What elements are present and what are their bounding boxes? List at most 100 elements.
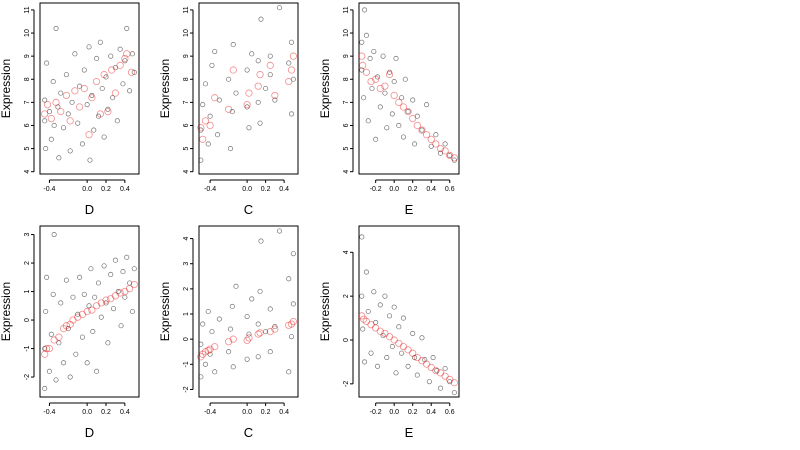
data-point <box>380 333 386 339</box>
fitted-point <box>271 91 279 100</box>
data-point <box>373 136 379 142</box>
data-point <box>359 293 365 299</box>
data-point <box>396 324 402 330</box>
x-tick-label: 0.0 <box>242 409 252 416</box>
data-point <box>108 53 114 59</box>
fitted-point <box>50 336 58 344</box>
plot-frame <box>198 2 299 175</box>
data-point <box>89 92 95 98</box>
data-point <box>114 118 120 124</box>
data-point <box>442 141 448 147</box>
fitted-point <box>287 320 296 328</box>
fitted-point <box>204 346 212 355</box>
data-point <box>227 146 234 152</box>
plot-frame <box>358 2 460 175</box>
fitted-point <box>404 346 412 354</box>
data-point <box>124 254 130 260</box>
fitted-point <box>85 131 93 139</box>
fitted-point <box>62 91 71 100</box>
data-point <box>115 288 121 295</box>
data-point <box>43 308 49 315</box>
data-point <box>286 60 292 66</box>
data-point <box>99 85 105 92</box>
data-point <box>424 102 430 108</box>
data-point <box>387 69 393 75</box>
y-tick-label: 2 <box>24 261 31 265</box>
x-tick-label: 0.2 <box>101 409 111 416</box>
y-tick-label: 7 <box>183 100 190 104</box>
y-tick-label: -1 <box>24 345 31 351</box>
data-point <box>405 109 411 115</box>
data-point <box>382 90 388 96</box>
fitted-point <box>92 302 101 310</box>
fitted-point <box>83 307 91 316</box>
y-tick-label: 5 <box>183 147 190 151</box>
x-axis-title: C <box>244 425 253 440</box>
data-point <box>84 360 90 366</box>
data-point <box>433 132 439 138</box>
y-tick-label: -2 <box>183 386 190 392</box>
data-point <box>209 329 215 335</box>
data-point <box>255 354 261 360</box>
fitted-point <box>367 321 375 329</box>
data-point <box>267 349 273 355</box>
data-point <box>422 357 428 363</box>
fitted-point <box>42 344 51 353</box>
data-point <box>131 69 137 75</box>
data-point <box>72 51 78 57</box>
y-tick-label: 2 <box>343 294 350 298</box>
data-point <box>87 157 93 163</box>
fitted-point <box>121 287 129 296</box>
y-tick-label: 1 <box>183 312 190 316</box>
data-point <box>255 99 261 105</box>
y-tick-label: 2 <box>183 287 190 291</box>
data-point <box>249 296 255 302</box>
data-point <box>120 81 126 87</box>
data-point <box>61 360 67 366</box>
data-point <box>101 263 107 269</box>
data-point <box>51 122 57 129</box>
y-tick-label: 11 <box>183 6 190 13</box>
y-tick-label: 7 <box>343 100 350 104</box>
data-point <box>81 67 87 73</box>
data-point <box>63 277 69 283</box>
fitted-point <box>76 103 84 111</box>
fitted-point <box>111 292 120 300</box>
fitted-point <box>427 135 435 143</box>
fitted-point <box>422 360 431 368</box>
data-point <box>389 111 395 117</box>
x-tick-label: -0.4 <box>43 186 55 193</box>
data-point <box>359 67 365 73</box>
data-point <box>94 368 100 374</box>
data-point <box>86 44 92 50</box>
data-point <box>91 127 97 133</box>
fitted-point <box>225 105 233 113</box>
y-tick-label: 7 <box>24 100 31 104</box>
data-point <box>58 300 64 306</box>
data-point <box>267 306 273 312</box>
y-tick-label: 10 <box>343 29 350 37</box>
data-point <box>51 232 57 238</box>
data-point <box>216 316 222 322</box>
data-point <box>400 315 406 321</box>
data-point <box>86 303 92 309</box>
data-point <box>95 113 102 119</box>
data-point <box>428 143 434 149</box>
data-point <box>101 134 107 140</box>
x-tick-label: 0.0 <box>389 186 399 193</box>
data-point <box>447 152 453 159</box>
data-point <box>75 120 81 126</box>
data-point <box>263 329 269 335</box>
data-point <box>226 76 232 82</box>
x-tick-label: -0.4 <box>204 186 216 193</box>
y-tick-label: 4 <box>24 170 31 174</box>
fitted-point <box>100 71 108 79</box>
x-tick-label: 0.2 <box>101 186 111 193</box>
fitted-point <box>206 121 214 130</box>
data-point <box>288 39 295 45</box>
data-point <box>118 323 124 329</box>
y-tick-label: 5 <box>24 147 31 151</box>
data-point <box>131 266 137 272</box>
data-point <box>97 39 103 45</box>
x-tick-label: -0.4 <box>204 409 216 416</box>
